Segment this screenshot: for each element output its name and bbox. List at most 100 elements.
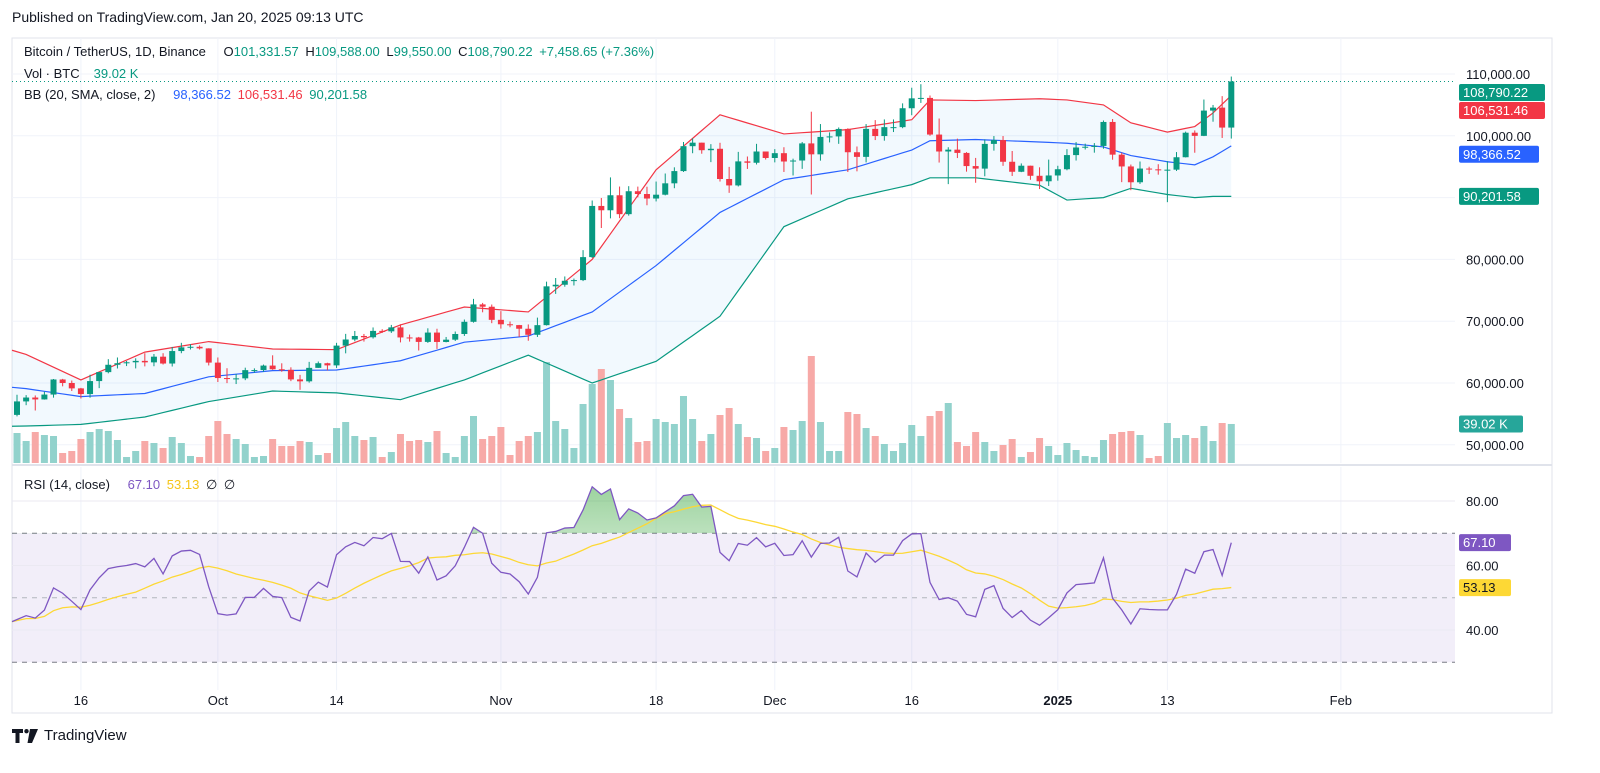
candle[interactable] xyxy=(936,118,943,163)
candle[interactable] xyxy=(634,186,641,198)
candle[interactable] xyxy=(625,186,632,216)
candle[interactable] xyxy=(1146,166,1153,174)
candle[interactable] xyxy=(105,359,112,374)
candle[interactable] xyxy=(954,138,961,159)
candle[interactable] xyxy=(306,361,313,383)
candle[interactable] xyxy=(1155,164,1162,175)
candle[interactable] xyxy=(917,84,924,103)
candle[interactable] xyxy=(1045,159,1052,186)
candle[interactable] xyxy=(1009,151,1016,176)
candle[interactable] xyxy=(735,151,742,187)
candle[interactable] xyxy=(981,139,988,177)
candle[interactable] xyxy=(1036,167,1043,190)
candle[interactable] xyxy=(160,353,167,365)
candle[interactable] xyxy=(297,374,304,390)
candle[interactable] xyxy=(598,197,605,229)
candle[interactable] xyxy=(360,333,367,342)
candle[interactable] xyxy=(945,147,952,185)
candle[interactable] xyxy=(1073,142,1080,161)
candle[interactable] xyxy=(497,311,504,329)
candle[interactable] xyxy=(141,353,148,367)
candle[interactable] xyxy=(324,362,331,371)
candle[interactable] xyxy=(278,363,285,372)
candle[interactable] xyxy=(424,328,431,343)
candle[interactable] xyxy=(817,124,824,161)
candle[interactable] xyxy=(214,357,221,383)
candle[interactable] xyxy=(77,387,84,399)
symbol-title[interactable]: Bitcoin / TetherUS, 1D, Binance xyxy=(24,44,206,59)
candle[interactable] xyxy=(552,278,559,294)
candle[interactable] xyxy=(452,331,459,341)
candle[interactable] xyxy=(835,127,842,144)
candle[interactable] xyxy=(899,103,906,129)
candle[interactable] xyxy=(150,354,157,367)
footer-brand[interactable]: TradingView xyxy=(12,727,127,744)
candle[interactable] xyxy=(397,324,404,343)
candle[interactable] xyxy=(351,330,358,342)
candle[interactable] xyxy=(799,141,806,169)
candle[interactable] xyxy=(196,345,203,350)
candle[interactable] xyxy=(908,87,915,116)
candle[interactable] xyxy=(1063,149,1070,171)
rsi-label[interactable]: RSI (14, close) xyxy=(24,477,110,492)
candle[interactable] xyxy=(771,149,778,163)
candle[interactable] xyxy=(269,355,276,370)
candle[interactable] xyxy=(1109,118,1116,160)
candle[interactable] xyxy=(68,380,75,392)
candle[interactable] xyxy=(1091,143,1098,153)
candle[interactable] xyxy=(963,152,970,172)
candle[interactable] xyxy=(1127,164,1134,191)
candle[interactable] xyxy=(507,321,514,328)
candle[interactable] xyxy=(516,324,523,337)
candle[interactable] xyxy=(178,342,185,354)
candle[interactable] xyxy=(87,374,94,398)
candle[interactable] xyxy=(32,395,39,411)
candle[interactable] xyxy=(251,368,258,373)
candle[interactable] xyxy=(570,278,577,286)
candle[interactable] xyxy=(616,186,623,219)
candle[interactable] xyxy=(707,144,714,163)
candle[interactable] xyxy=(169,346,176,367)
candle[interactable] xyxy=(461,319,468,336)
candle[interactable] xyxy=(927,95,933,136)
candle[interactable] xyxy=(96,371,103,389)
candle[interactable] xyxy=(689,138,696,154)
candle[interactable] xyxy=(233,373,240,385)
candle[interactable] xyxy=(853,146,860,172)
candle[interactable] xyxy=(315,361,322,368)
candle[interactable] xyxy=(479,302,486,313)
candle[interactable] xyxy=(287,367,294,382)
candle[interactable] xyxy=(370,327,377,339)
volume-label[interactable]: Vol · BTC xyxy=(24,66,80,81)
candle[interactable] xyxy=(433,328,440,349)
candle[interactable] xyxy=(342,333,349,354)
candle[interactable] xyxy=(41,391,48,400)
candle[interactable] xyxy=(59,378,66,387)
candle[interactable] xyxy=(1191,130,1198,153)
candle[interactable] xyxy=(443,336,450,343)
candle[interactable] xyxy=(1136,161,1143,184)
candle[interactable] xyxy=(1018,163,1025,173)
candle[interactable] xyxy=(1219,96,1226,138)
candle[interactable] xyxy=(680,141,687,172)
candle[interactable] xyxy=(561,276,568,287)
candle[interactable] xyxy=(890,119,897,133)
candle[interactable] xyxy=(990,136,997,151)
candle[interactable] xyxy=(415,336,422,351)
candle[interactable] xyxy=(114,357,121,369)
candle[interactable] xyxy=(242,367,249,381)
candle[interactable] xyxy=(1027,165,1034,180)
candle[interactable] xyxy=(14,394,20,417)
candle[interactable] xyxy=(1164,161,1171,203)
candle[interactable] xyxy=(863,124,870,163)
candle[interactable] xyxy=(205,348,212,366)
candle[interactable] xyxy=(1210,104,1217,122)
candle[interactable] xyxy=(589,200,596,259)
candle[interactable] xyxy=(388,324,395,333)
candle[interactable] xyxy=(379,329,386,333)
candle[interactable] xyxy=(50,378,57,398)
candle[interactable] xyxy=(406,334,413,342)
candle[interactable] xyxy=(653,181,660,202)
candle[interactable] xyxy=(333,342,340,368)
